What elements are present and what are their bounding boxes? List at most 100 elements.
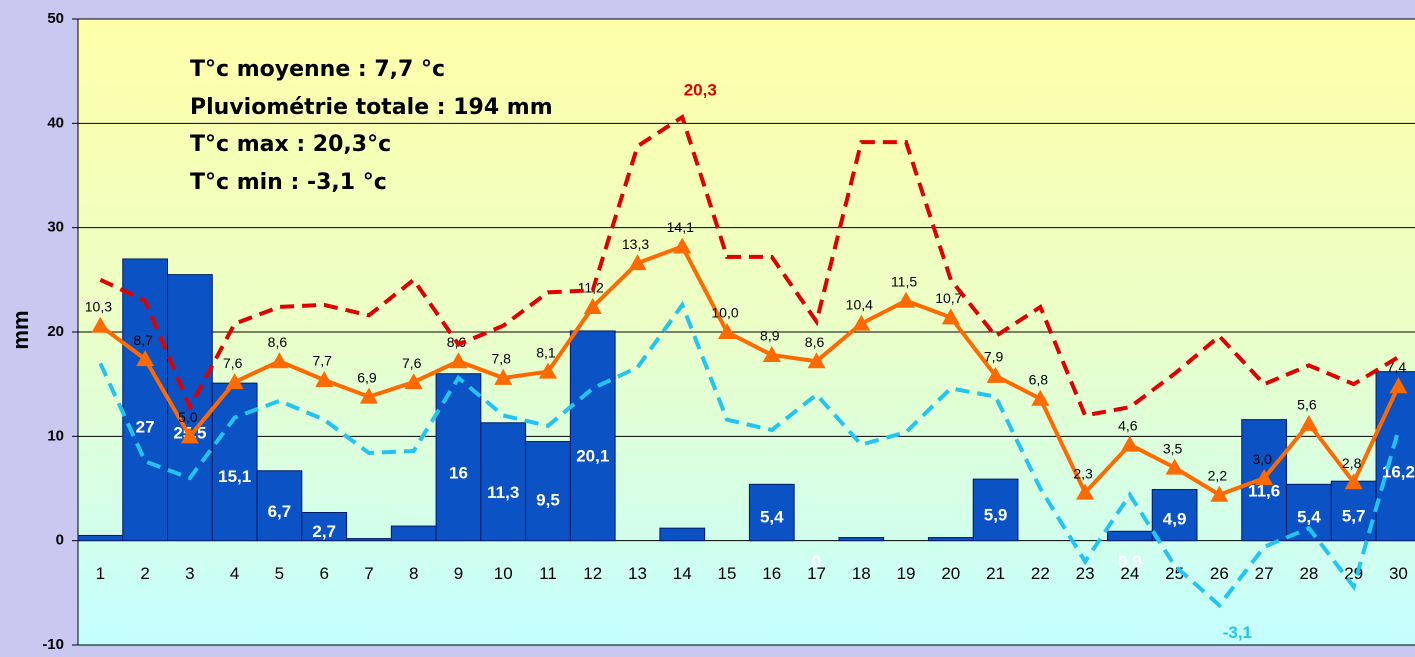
bar-value-label: 11,3 xyxy=(487,483,519,502)
marker xyxy=(852,314,871,331)
marker xyxy=(1165,458,1184,475)
y-tick-label: 40 xyxy=(47,114,64,131)
bar xyxy=(1375,371,1415,542)
marker xyxy=(404,373,423,390)
value-label: 10,4 xyxy=(846,296,873,312)
x-tick-label: 19 xyxy=(897,564,916,583)
y-tick-label: -10 xyxy=(42,636,64,653)
marker xyxy=(136,350,155,367)
value-label: 7,6 xyxy=(223,355,243,371)
bar-value-label: 11,6 xyxy=(1248,482,1280,501)
value-label: 8,7 xyxy=(133,332,153,348)
x-tick-label: 10 xyxy=(494,564,513,583)
x-tick-label: 21 xyxy=(986,564,1005,583)
bar-value-label: 0 xyxy=(812,552,821,571)
x-tick-label: 8 xyxy=(409,564,418,583)
value-label: 5,6 xyxy=(1297,397,1317,413)
x-tick-label: 2 xyxy=(140,564,149,583)
y-tick-label: 20 xyxy=(47,323,64,340)
y-tick-label: 50 xyxy=(47,10,64,27)
marker xyxy=(762,345,781,362)
value-label: 7,8 xyxy=(491,351,511,367)
marker xyxy=(225,373,244,390)
bar xyxy=(480,422,527,542)
bar-value-label: 0,9 xyxy=(1118,552,1142,571)
bar-value-label: 27 xyxy=(136,417,155,436)
value-label: 11,2 xyxy=(578,280,604,296)
bar xyxy=(972,478,1019,542)
value-label: 13,3 xyxy=(622,236,649,252)
x-tick-label: 18 xyxy=(852,564,871,583)
marker xyxy=(315,370,334,387)
value-label: 10,3 xyxy=(85,298,112,314)
bar xyxy=(1151,489,1198,542)
value-label: 10,0 xyxy=(711,305,738,321)
bar-value-label: 16 xyxy=(449,463,468,482)
bar xyxy=(569,330,616,542)
x-tick-label: 7 xyxy=(364,564,373,583)
marker xyxy=(1076,483,1095,500)
x-tick-label: 13 xyxy=(628,564,647,583)
bar-value-label: 15,1 xyxy=(218,467,251,486)
marker xyxy=(807,352,826,369)
bar xyxy=(77,534,124,542)
bar xyxy=(748,483,795,542)
x-tick-label: 26 xyxy=(1210,564,1229,583)
marker xyxy=(359,387,378,404)
bar xyxy=(122,258,169,542)
bar xyxy=(525,441,571,542)
value-label: 5,0 xyxy=(178,409,198,425)
y-tick-label: 30 xyxy=(47,219,64,236)
marker xyxy=(1255,469,1274,486)
value-label: 2,3 xyxy=(1073,465,1093,481)
x-tick-label: 27 xyxy=(1255,564,1274,583)
y-axis-label: mm xyxy=(8,310,33,349)
value-label: 11,5 xyxy=(891,273,917,289)
marker xyxy=(1120,435,1139,452)
x-tick-label: 11 xyxy=(539,564,557,583)
bar-value-label: 6,7 xyxy=(268,502,292,521)
marker xyxy=(628,254,647,271)
marker xyxy=(1299,414,1318,431)
marker xyxy=(1389,377,1408,394)
bar xyxy=(346,538,392,542)
value-label: -3,1 xyxy=(1223,623,1252,642)
marker xyxy=(180,427,199,444)
bar xyxy=(435,373,482,542)
value-label: 8,1 xyxy=(536,344,556,360)
marker xyxy=(583,297,602,314)
y-tick-label: 10 xyxy=(47,427,64,444)
value-label: 8,9 xyxy=(760,328,780,344)
bar-value-label: 5,7 xyxy=(1342,506,1366,525)
value-label: 2,8 xyxy=(1342,455,1362,471)
value-label: 2,2 xyxy=(1208,467,1228,483)
x-tick-label: 22 xyxy=(1031,564,1050,583)
x-tick-label: 28 xyxy=(1299,564,1318,583)
x-tick-label: 24 xyxy=(1120,564,1139,583)
y-tick-label: 0 xyxy=(56,532,64,549)
x-tick-label: 14 xyxy=(673,564,692,583)
marker xyxy=(270,352,289,369)
annotation: Pluviométrie totale : 194 mm xyxy=(190,95,553,120)
marker xyxy=(1210,485,1229,502)
x-tick-label: 30 xyxy=(1389,564,1408,583)
x-tick-label: 3 xyxy=(185,564,194,583)
x-tick-label: 20 xyxy=(941,564,960,583)
marker xyxy=(494,368,513,385)
value-label: 7,9 xyxy=(984,349,1004,365)
annotation: T°c moyenne : 7,7 °c xyxy=(190,57,445,82)
annotation: T°c min : -3,1 °c xyxy=(190,170,387,195)
marker xyxy=(897,291,916,308)
bar xyxy=(659,527,706,542)
marker xyxy=(91,316,110,333)
x-tick-label: 17 xyxy=(807,564,826,583)
x-tick-label: 23 xyxy=(1076,564,1095,583)
value-label: 3,0 xyxy=(1252,451,1272,467)
bar xyxy=(927,537,974,542)
marker xyxy=(449,352,468,369)
x-tick-label: 6 xyxy=(319,564,328,583)
bar xyxy=(838,537,885,542)
value-label: 6,9 xyxy=(357,369,377,385)
value-label: 3,5 xyxy=(1163,440,1183,456)
